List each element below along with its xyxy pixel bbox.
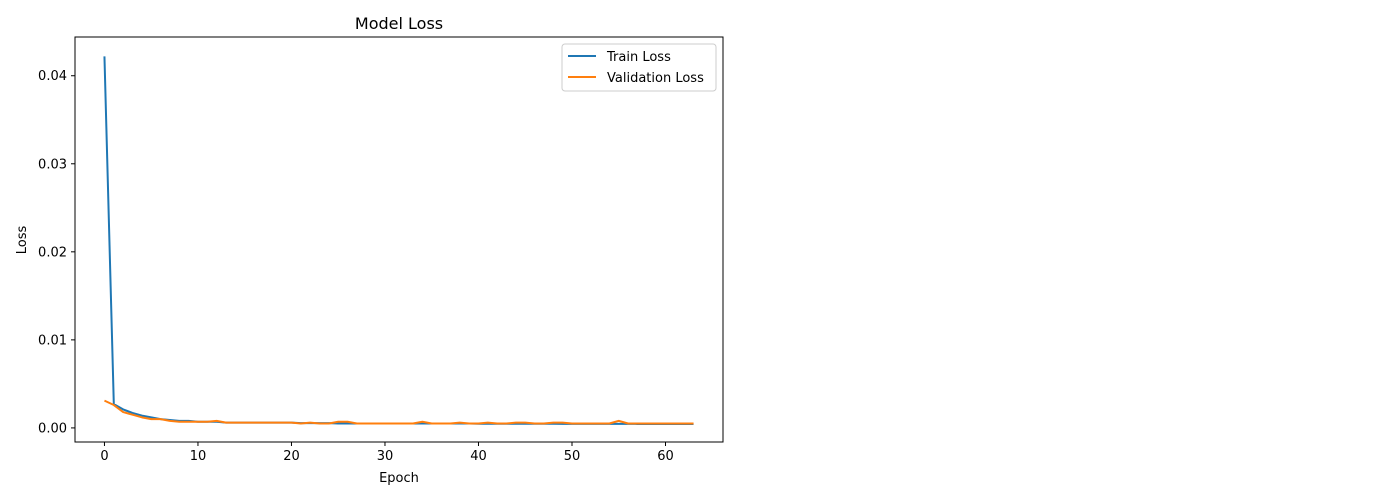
- y-tick-label: 0.04: [38, 69, 67, 84]
- series-line-train-loss: [103, 56, 694, 425]
- chart-title: Model Loss: [355, 14, 443, 33]
- plot-lines: [103, 56, 694, 425]
- x-tick-label: 50: [564, 449, 581, 464]
- x-axis-title: Epoch: [379, 471, 419, 486]
- y-tick-label: 0.03: [38, 157, 67, 172]
- legend-label-validation-loss: Validation Loss: [607, 71, 704, 86]
- y-tick-label: 0.01: [38, 333, 67, 348]
- legend-box: [561, 43, 717, 92]
- plot-frame: [74, 36, 724, 443]
- legend: Train Loss Validation Loss: [561, 43, 717, 92]
- y-tick-label: 0.00: [38, 421, 67, 436]
- series-line-validation-loss: [104, 399, 694, 425]
- x-tick-label: 20: [283, 449, 300, 464]
- x-tick-label: 0: [100, 449, 108, 464]
- y-axis-ticks: 0.00 0.01 0.02 0.03 0.04: [38, 69, 75, 436]
- x-tick-label: 60: [657, 449, 674, 464]
- y-tick-label: 0.02: [38, 245, 67, 260]
- x-tick-label: 10: [190, 449, 207, 464]
- y-axis-title: Loss: [15, 226, 30, 255]
- x-tick-label: 30: [377, 449, 394, 464]
- x-tick-label: 40: [470, 449, 487, 464]
- legend-label-train-loss: Train Loss: [606, 50, 671, 65]
- x-axis-ticks: 0 10 20 30 40 50 60: [100, 442, 674, 464]
